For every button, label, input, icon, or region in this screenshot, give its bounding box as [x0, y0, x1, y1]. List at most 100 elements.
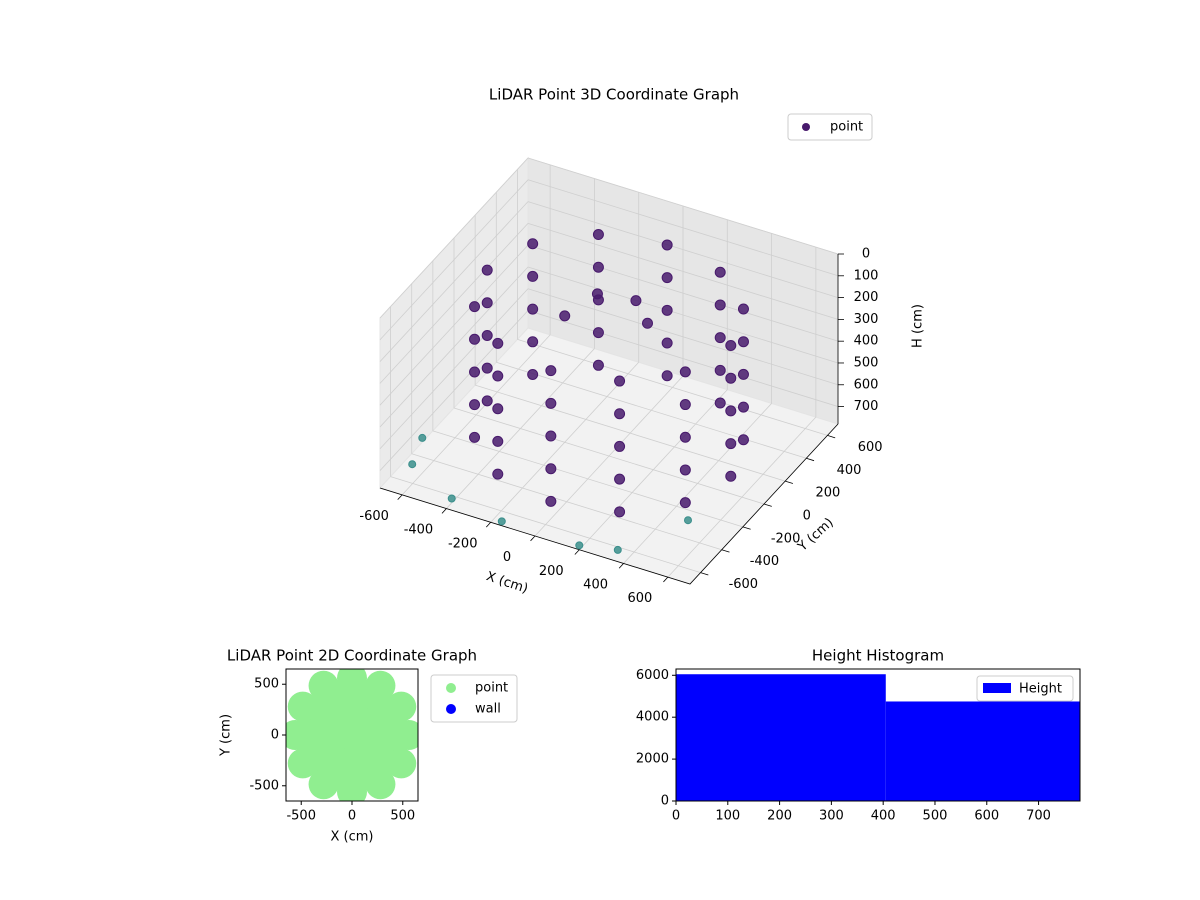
- grid-line: [527, 266, 839, 364]
- point: [386, 691, 417, 722]
- grid-line: [527, 288, 839, 386]
- point: [492, 337, 504, 349]
- tick-mark: [397, 494, 403, 500]
- point: [737, 401, 749, 413]
- point: [481, 264, 493, 276]
- point: [287, 748, 318, 779]
- grid-line: [432, 430, 743, 528]
- point: [679, 497, 691, 509]
- point: [661, 337, 673, 349]
- point: [365, 670, 396, 701]
- tick-mark: [806, 457, 815, 462]
- point: [725, 340, 737, 352]
- point: [592, 359, 604, 371]
- x-tick-label: 300: [819, 809, 844, 824]
- point: [337, 669, 367, 694]
- tick-mark: [574, 549, 580, 555]
- grid-line: [411, 453, 722, 551]
- point: [591, 288, 603, 300]
- point: [714, 299, 726, 311]
- point: [614, 473, 626, 485]
- point: [725, 405, 737, 417]
- point: [725, 470, 737, 482]
- z-tick-label: 400: [854, 334, 879, 349]
- x-tick-label: 400: [583, 578, 608, 593]
- point: [614, 408, 626, 420]
- x-tick-label: 0: [503, 550, 511, 565]
- x-axis-label: X (cm): [484, 569, 530, 597]
- legend-marker: [802, 123, 810, 131]
- point: [642, 317, 653, 329]
- axis-line: [379, 423, 839, 585]
- grid-line: [527, 201, 839, 298]
- point: [337, 776, 367, 801]
- grid-line: [379, 288, 529, 450]
- point: [661, 370, 673, 382]
- point: [614, 506, 626, 518]
- point: [614, 440, 626, 452]
- point: [592, 261, 604, 273]
- chart-title: LiDAR Point 3D Coordinate Graph: [489, 86, 739, 104]
- point: [559, 310, 571, 322]
- grid-line: [527, 179, 839, 277]
- grid-line: [379, 310, 529, 471]
- point: [286, 720, 311, 750]
- legend-label: point: [830, 120, 863, 135]
- tick-mark: [485, 522, 492, 528]
- point: [714, 397, 726, 409]
- grid-line: [527, 310, 839, 407]
- x-tick-label: -200: [448, 536, 478, 551]
- point: [393, 720, 418, 750]
- point: [481, 329, 493, 341]
- plot-area: [286, 669, 418, 801]
- grid-line: [379, 179, 529, 341]
- point: [545, 463, 557, 475]
- point: [527, 303, 539, 315]
- axes-frame: [675, 668, 1081, 802]
- tick-mark: [663, 576, 669, 583]
- y-tick-label: -400: [750, 554, 780, 569]
- y-tick-label: 200: [815, 486, 840, 501]
- point: [630, 295, 642, 307]
- point: [469, 333, 481, 345]
- point: [661, 239, 673, 251]
- point: [714, 266, 726, 278]
- tick-mark: [441, 508, 447, 514]
- point: [492, 403, 504, 415]
- point: [679, 431, 691, 443]
- y-tick-label: -600: [729, 577, 759, 592]
- grid-line: [496, 361, 807, 459]
- legend-frame: [976, 675, 1074, 702]
- y-axis-label: Y (cm): [795, 515, 837, 555]
- point: [613, 545, 622, 554]
- grid-line: [475, 384, 786, 482]
- grid-line: [527, 157, 839, 255]
- point: [469, 366, 481, 378]
- bar: [885, 701, 1080, 801]
- chart-title: LiDAR Point 2D Coordinate Graph: [227, 647, 477, 665]
- point: [497, 517, 506, 526]
- point: [287, 691, 318, 722]
- point: [575, 541, 584, 550]
- point: [592, 327, 604, 339]
- z-tick-label: 200: [854, 290, 879, 305]
- point: [737, 336, 749, 348]
- y-tick-label: 4000: [636, 710, 669, 725]
- y-tick-label: 0: [661, 794, 669, 809]
- grid-line: [379, 157, 529, 319]
- z-axis-label: H (cm): [911, 304, 926, 348]
- grid-line: [527, 223, 839, 320]
- point: [418, 433, 427, 442]
- tick-mark: [721, 549, 730, 553]
- x-tick-label: 200: [767, 809, 792, 824]
- legend-marker: [446, 704, 456, 714]
- grid-line: [379, 223, 529, 384]
- z-tick-label: 0: [862, 247, 870, 262]
- point: [679, 399, 691, 411]
- point: [492, 468, 504, 480]
- tick-mark: [763, 503, 772, 507]
- x-tick-label: 700: [1026, 809, 1051, 824]
- point: [725, 438, 737, 450]
- z-tick-label: 600: [854, 377, 879, 392]
- point: [386, 748, 417, 779]
